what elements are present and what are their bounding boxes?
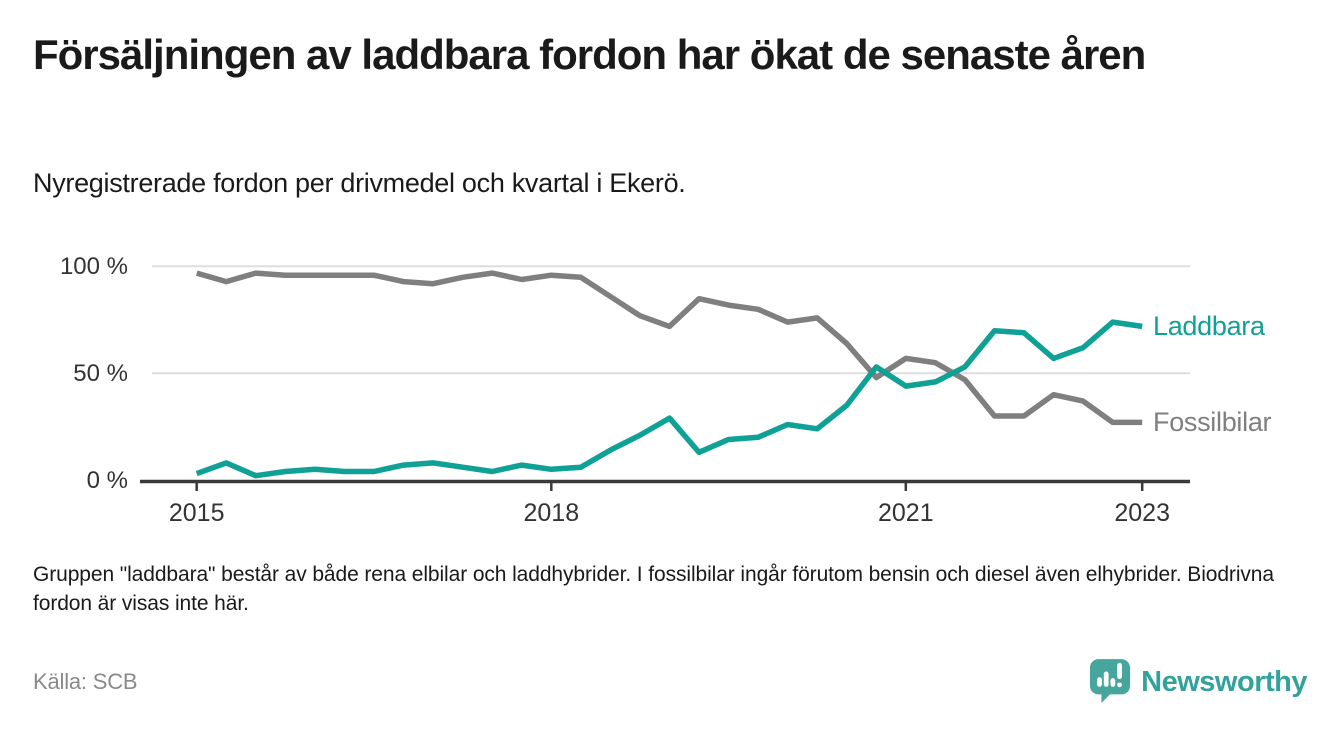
chart-footnote: Gruppen "laddbara" består av både rena e… (33, 563, 1274, 615)
x-tick-2018: 2018 (523, 499, 579, 527)
logo-text: Newsworthy (1141, 665, 1307, 698)
bottom-row: Källa: SCB Newsworthy (33, 656, 1307, 708)
bar-3 (1110, 678, 1116, 687)
chart-subtitle: Nyregistrerade fordon per drivmedel och … (33, 168, 686, 198)
x-tick-2015: 2015 (169, 499, 225, 527)
x-tick-2021: 2021 (878, 499, 934, 527)
laddbara-line (195, 319, 1143, 479)
bar-2 (1103, 671, 1109, 687)
exclamation-dot (1117, 682, 1123, 688)
badge-shape (1090, 659, 1131, 703)
page-title: Försäljningen av laddbara fordon har öka… (33, 31, 1146, 78)
newsworthy-logo: Newsworthy (1089, 658, 1307, 706)
y-tick-100: 100 % (60, 253, 128, 280)
newsworthy-badge-icon (1090, 659, 1131, 703)
fossilbilar-line (195, 270, 1143, 426)
fossilbilar-series-label: Fossilbilar (1153, 407, 1272, 437)
exclamation-bar (1117, 662, 1123, 680)
bar-1 (1097, 677, 1103, 687)
x-tick-2023: 2023 (1114, 499, 1170, 527)
laddbara-series-label: Laddbara (1153, 311, 1266, 341)
source-text: Källa: SCB (33, 669, 138, 694)
y-tick-0: 0 % (87, 467, 128, 494)
y-tick-50: 50 % (73, 360, 128, 387)
